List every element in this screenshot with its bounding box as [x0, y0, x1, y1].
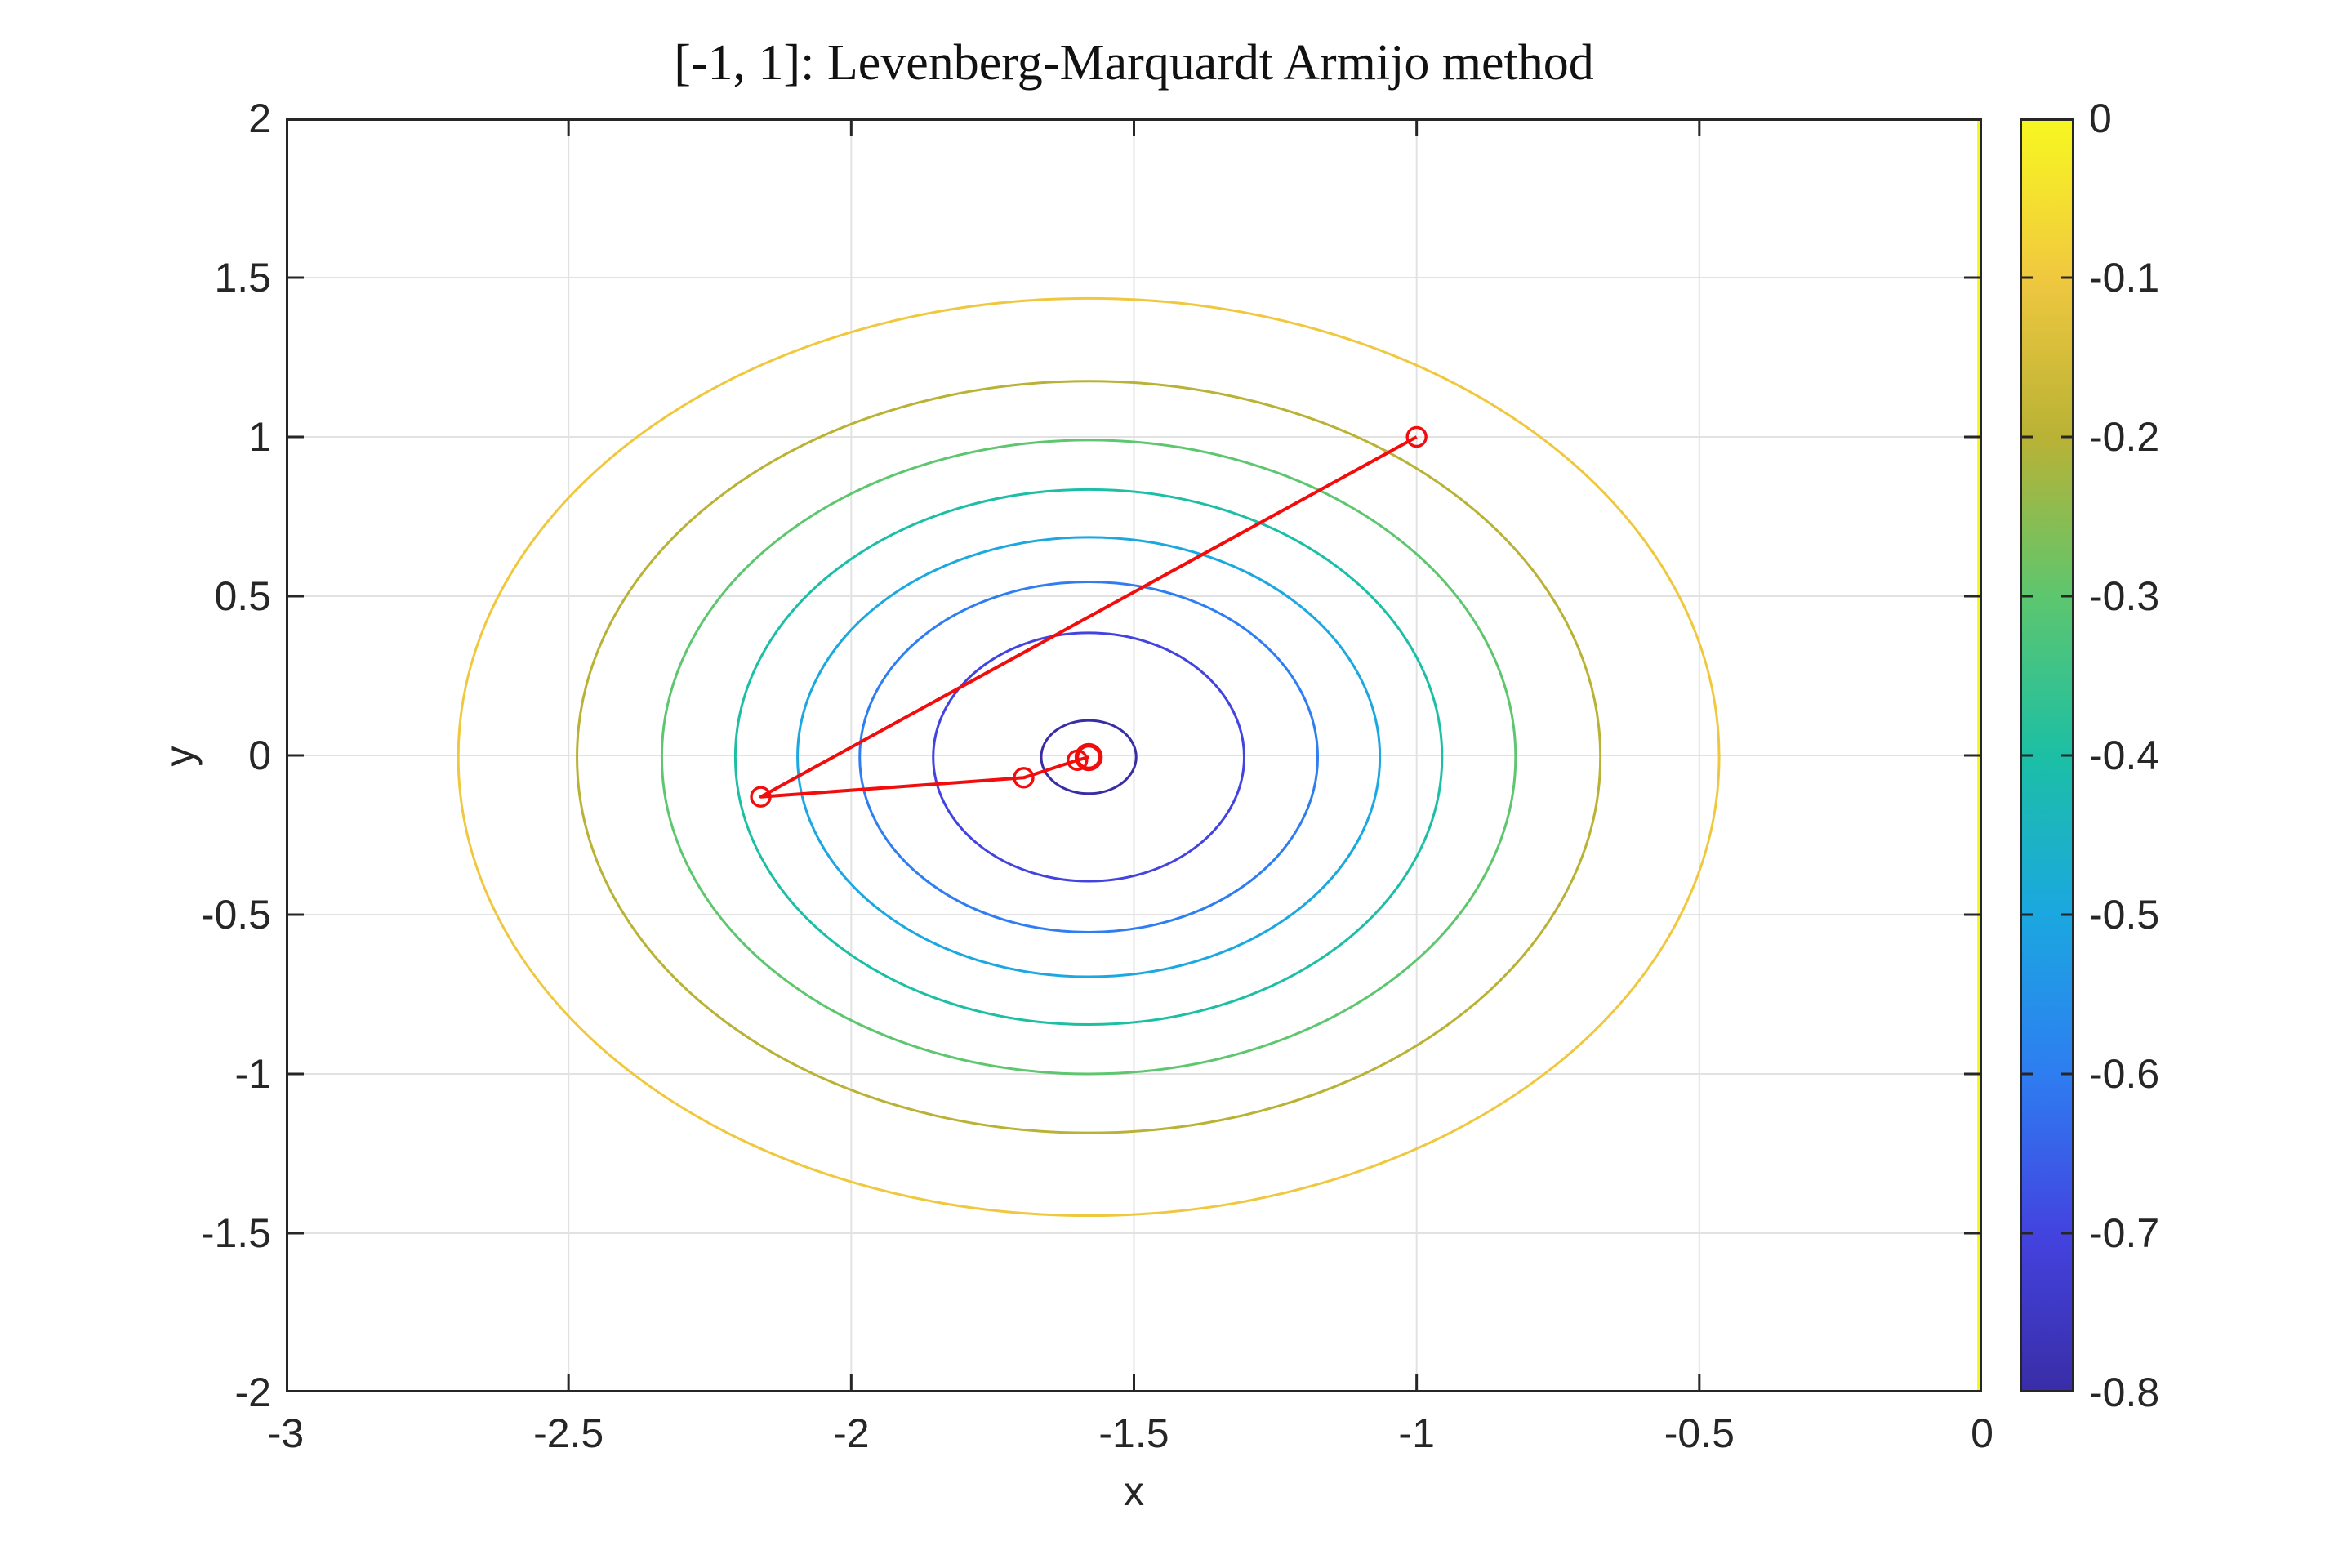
- y-tick-label: 0: [248, 733, 271, 778]
- colorbar-tick-label: -0.6: [2089, 1051, 2160, 1097]
- y-axis-label: y: [157, 746, 203, 767]
- contour-ring: [733, 488, 1444, 1027]
- colorbar-tick-label: -0.3: [2089, 573, 2160, 619]
- contour-ring: [796, 536, 1382, 978]
- iterate-marker: [750, 786, 772, 808]
- x-tick-label: -1.5: [1098, 1410, 1169, 1456]
- contour-ring: [1040, 719, 1138, 795]
- plot-title: [-1, 1]: Levenberg-Marquardt Armijo meth…: [674, 35, 1594, 91]
- colorbar-tick-label: -0.7: [2089, 1210, 2160, 1256]
- contour-ring: [932, 631, 1246, 883]
- contour-ring: [576, 380, 1602, 1134]
- optimization-path: [759, 435, 1418, 799]
- contour-ring: [858, 580, 1320, 933]
- axis-tick-marks: [286, 118, 1982, 1392]
- y-tick-label: -1: [234, 1051, 271, 1097]
- y-tick-label: 0.5: [214, 573, 271, 619]
- contour-rings: [457, 296, 1721, 1218]
- colorbar-tick-label: -0.4: [2089, 733, 2160, 778]
- colorbar: [2020, 118, 2074, 1392]
- y-tick-label: -2: [234, 1370, 271, 1415]
- colorbar-tick-label: 0: [2089, 96, 2112, 141]
- colorbar-tick-label: -0.1: [2089, 255, 2160, 301]
- x-tick-label: -0.5: [1664, 1410, 1735, 1456]
- grid-lines: [286, 118, 1982, 1392]
- y-tick-label: -1.5: [200, 1210, 271, 1256]
- colorbar-box: [2020, 118, 2074, 1392]
- x-axis-label: x: [1124, 1468, 1144, 1514]
- y-tick-label: 1.5: [214, 255, 271, 301]
- contour-plot: [286, 118, 1982, 1392]
- y-tick-label: -0.5: [200, 892, 271, 938]
- contour-ring: [660, 439, 1517, 1076]
- colorbar-tick-label: -0.2: [2089, 414, 2160, 460]
- x-tick-label: -1: [1398, 1410, 1435, 1456]
- iterate-marker: [1405, 425, 1428, 448]
- x-tick-label: 0: [1971, 1410, 1993, 1456]
- final-iterate-marker: [1074, 742, 1103, 772]
- x-tick-label: -3: [267, 1410, 305, 1456]
- x-tick-label: -2: [833, 1410, 870, 1456]
- y-tick-label: 2: [248, 96, 271, 141]
- x-tick-label: -2.5: [533, 1410, 604, 1456]
- iterate-marker: [1013, 767, 1035, 789]
- colorbar-tick-label: -0.5: [2089, 892, 2160, 938]
- colorbar-tick-label: -0.8: [2089, 1370, 2160, 1415]
- contour-ring: [457, 296, 1721, 1218]
- y-tick-label: 1: [248, 414, 271, 460]
